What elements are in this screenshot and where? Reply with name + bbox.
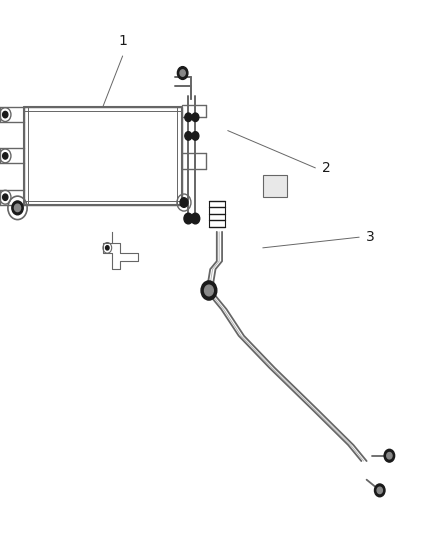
Circle shape [191, 213, 200, 224]
Circle shape [184, 213, 193, 224]
Circle shape [3, 152, 8, 159]
Circle shape [192, 113, 199, 122]
Circle shape [374, 484, 385, 497]
Circle shape [106, 246, 109, 250]
Circle shape [201, 281, 217, 300]
Circle shape [192, 132, 199, 140]
Text: 3: 3 [366, 230, 374, 244]
Circle shape [185, 113, 192, 122]
Circle shape [205, 285, 213, 296]
Circle shape [3, 111, 8, 118]
Text: 1: 1 [118, 34, 127, 48]
Text: 2: 2 [322, 161, 331, 175]
Bar [263, 175, 287, 197]
Circle shape [180, 70, 185, 76]
Circle shape [180, 198, 188, 207]
Circle shape [384, 449, 395, 462]
Circle shape [3, 194, 8, 200]
Circle shape [377, 487, 382, 494]
Circle shape [177, 67, 188, 79]
Circle shape [14, 204, 21, 212]
Circle shape [12, 201, 23, 215]
Circle shape [387, 453, 392, 459]
Circle shape [185, 132, 192, 140]
Bar [24, 107, 182, 205]
